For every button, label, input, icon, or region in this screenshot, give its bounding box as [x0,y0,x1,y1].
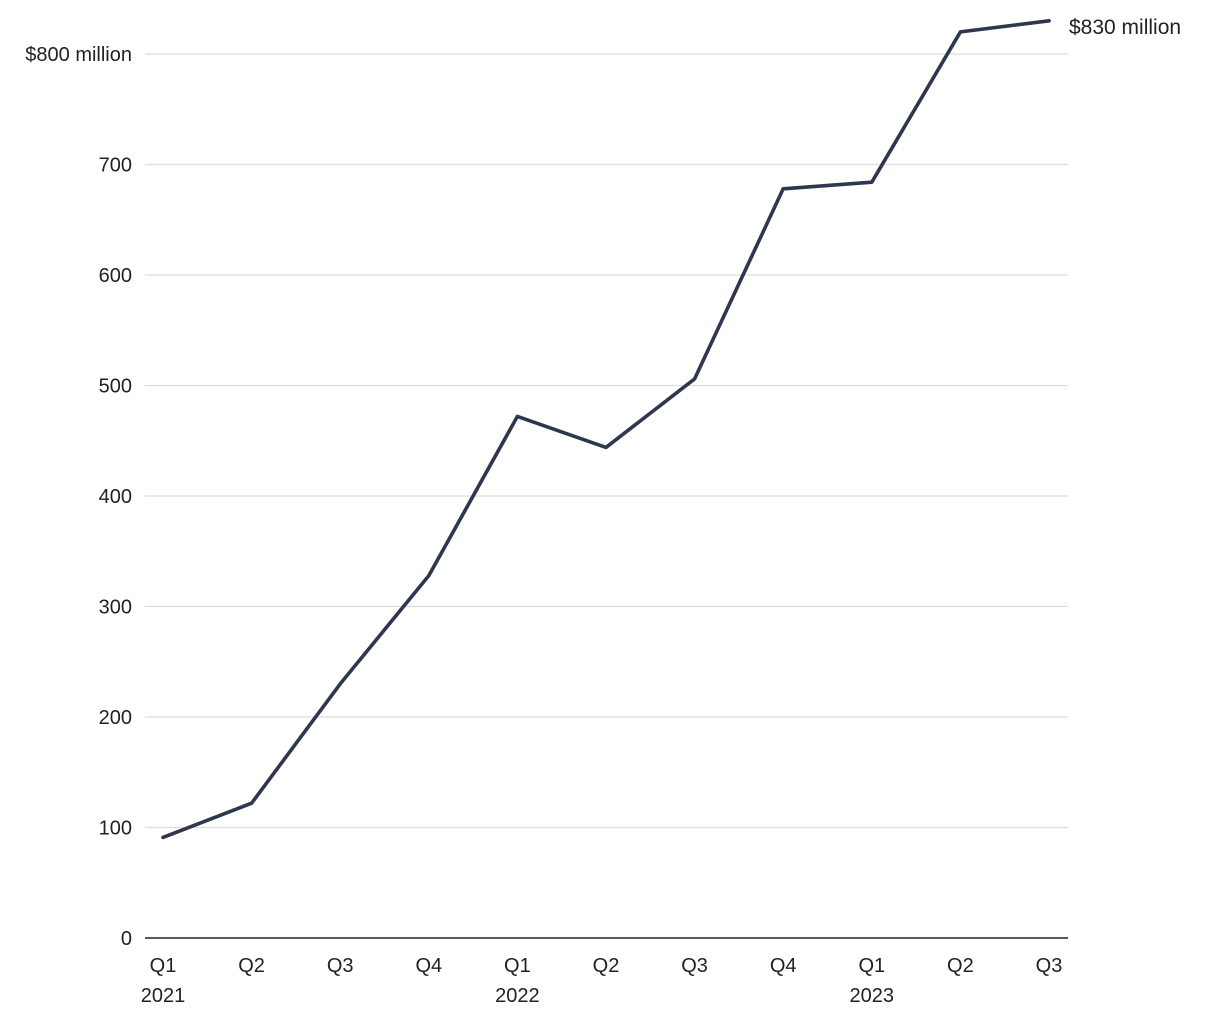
y-tick-label-400: 400 [99,486,132,508]
x-axis-tick-labels: Q1 Q2 Q3 Q4 Q1 Q2 Q3 Q4 Q1 Q2 Q3 [150,955,1063,977]
x-tick-label-10: Q3 [1036,955,1063,977]
y-tick-label-0: 0 [121,928,132,950]
y-tick-label-500: 500 [99,376,132,398]
x-axis-year-labels: 2021 2022 2023 [141,985,894,1007]
x-tick-label-5: Q2 [593,955,620,977]
x-tick-label-3: Q4 [415,955,442,977]
gridlines [145,53,1068,829]
x-tick-label-8: Q1 [858,955,885,977]
x-tick-label-1: Q2 [238,955,265,977]
y-tick-label-100: 100 [99,818,132,840]
x-tick-label-7: Q4 [770,955,797,977]
y-axis-tick-labels: 0 100 200 300 400 500 600 700 $800 million [25,44,132,950]
year-label-2023: 2023 [850,985,895,1007]
x-tick-label-2: Q3 [327,955,354,977]
series-line-0 [161,18,1051,840]
y-tick-label-800: $800 million [25,44,132,66]
y-tick-label-600: 600 [99,265,132,287]
y-tick-label-700: 700 [99,155,132,177]
year-label-2021: 2021 [141,985,186,1007]
x-tick-label-0: Q1 [150,955,177,977]
x-tick-label-9: Q2 [947,955,974,977]
x-tick-label-4: Q1 [504,955,531,977]
series-end-label: $830 million [1069,16,1181,39]
year-label-2022: 2022 [495,985,540,1007]
series-layer [161,18,1051,840]
y-tick-label-300: 300 [99,597,132,619]
x-tick-label-6: Q3 [681,955,708,977]
y-tick-label-200: 200 [99,707,132,729]
